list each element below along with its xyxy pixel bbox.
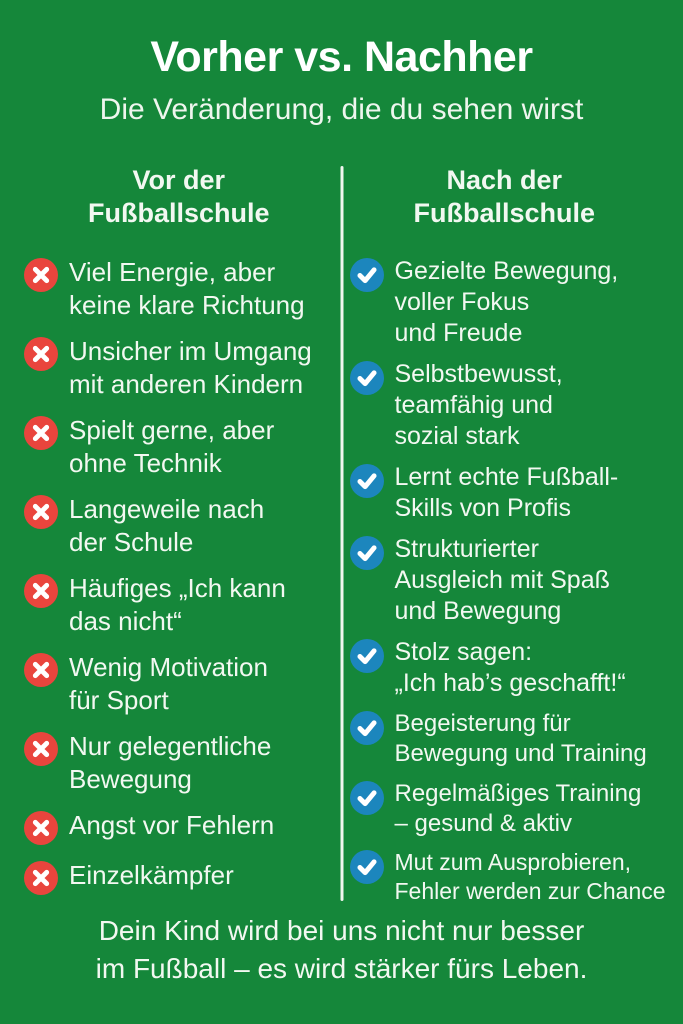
list-item-text: Einzelkämpfer (69, 860, 234, 891)
after-column: Nach der Fußballschule Gezielte Bewegung… (342, 164, 668, 915)
list-item-text: Selbstbewusst, teamfähig und sozial star… (394, 360, 563, 451)
x-circle-icon (24, 495, 58, 530)
list-item-text: Spielt gerne, aber ohne Technik (69, 415, 275, 478)
list-item: Strukturierter Ausgleich mit Spaß und Be… (349, 534, 660, 627)
list-item-text: Langeweile nach der Schule (69, 494, 265, 557)
column-divider (340, 166, 343, 902)
list-item: Einzelkämpfer (24, 859, 334, 896)
x-circle-icon (24, 811, 58, 846)
list-item-text: Lernt echte Fußball- Skills von Profis (394, 463, 619, 523)
list-item: Unsicher im Umgang mit anderen Kindern (24, 335, 334, 400)
header: Vorher vs. Nachher Die Veränderung, die … (0, 0, 683, 128)
before-column: Vor der Fußballschule Viel Energie, aber… (16, 164, 342, 915)
check-circle-icon (349, 536, 384, 571)
list-item: Selbstbewusst, teamfähig und sozial star… (349, 359, 660, 452)
x-circle-icon (24, 416, 58, 451)
x-circle-icon (24, 732, 58, 767)
list-item-text: Gezielte Bewegung, voller Fokus und Freu… (394, 257, 619, 348)
check-circle-icon (349, 711, 384, 746)
check-circle-icon (349, 850, 384, 885)
list-item: Stolz sagen: „Ich hab’s geschafft!“ (349, 637, 660, 699)
list-item: Gezielte Bewegung, voller Fokus und Freu… (349, 256, 660, 349)
list-item-text: Viel Energie, aber keine klare Richtung (69, 257, 305, 320)
x-circle-icon (24, 258, 58, 293)
list-item: Angst vor Fehlern (24, 809, 334, 846)
footer-message: Dein Kind wird bei uns nicht nur besser … (95, 915, 588, 985)
list-item-text: Strukturierter Ausgleich mit Spaß und Be… (394, 535, 610, 626)
list-item: Regelmäßiges Training – gesund & aktiv (349, 779, 660, 839)
page-subtitle: Die Veränderung, die du sehen wirst (99, 93, 584, 127)
before-items: Viel Energie, aber keine klare Richtung … (24, 256, 334, 896)
check-circle-icon (349, 258, 384, 293)
list-item: Viel Energie, aber keine klare Richtung (24, 256, 334, 321)
list-item-text: Regelmäßiges Training – gesund & aktiv (394, 779, 642, 837)
x-circle-icon (24, 574, 58, 609)
list-item: Wenig Motivation für Sport (24, 651, 334, 716)
list-item: Langeweile nach der Schule (24, 493, 334, 558)
check-circle-icon (349, 464, 384, 499)
check-circle-icon (349, 639, 384, 674)
list-item: Lernt echte Fußball- Skills von Profis (349, 462, 660, 524)
list-item-text: Wenig Motivation für Sport (69, 652, 268, 715)
list-item-text: Angst vor Fehlern (69, 810, 275, 841)
list-item: Begeisterung für Bewegung und Training (349, 709, 660, 769)
list-item-text: Häufiges „Ich kann das nicht“ (69, 573, 286, 636)
after-column-heading: Nach der Fußballschule (413, 165, 596, 229)
x-circle-icon (24, 861, 58, 896)
page-title: Vorher vs. Nachher (150, 33, 533, 81)
list-item: Häufiges „Ich kann das nicht“ (24, 572, 334, 637)
list-item-text: Stolz sagen: „Ich hab’s geschafft!“ (394, 638, 626, 698)
after-items: Gezielte Bewegung, voller Fokus und Freu… (349, 256, 666, 905)
x-circle-icon (24, 337, 58, 372)
x-circle-icon (24, 653, 58, 688)
comparison-columns: Vor der Fußballschule Viel Energie, aber… (0, 164, 683, 915)
list-item: Nur gelegentliche Bewegung (24, 730, 334, 795)
list-item-text: Nur gelegentliche Bewegung (69, 731, 272, 794)
list-item-text: Begeisterung für Bewegung und Training (394, 710, 647, 768)
check-circle-icon (349, 361, 384, 396)
check-circle-icon (349, 780, 384, 815)
before-column-heading: Vor der Fußballschule (87, 165, 270, 229)
list-item-text: Mut zum Ausprobieren, Fehler werden zur … (394, 849, 666, 904)
list-item: Mut zum Ausprobieren, Fehler werden zur … (349, 848, 666, 905)
list-item: Spielt gerne, aber ohne Technik (24, 414, 334, 479)
list-item-text: Unsicher im Umgang mit anderen Kindern (69, 336, 312, 399)
